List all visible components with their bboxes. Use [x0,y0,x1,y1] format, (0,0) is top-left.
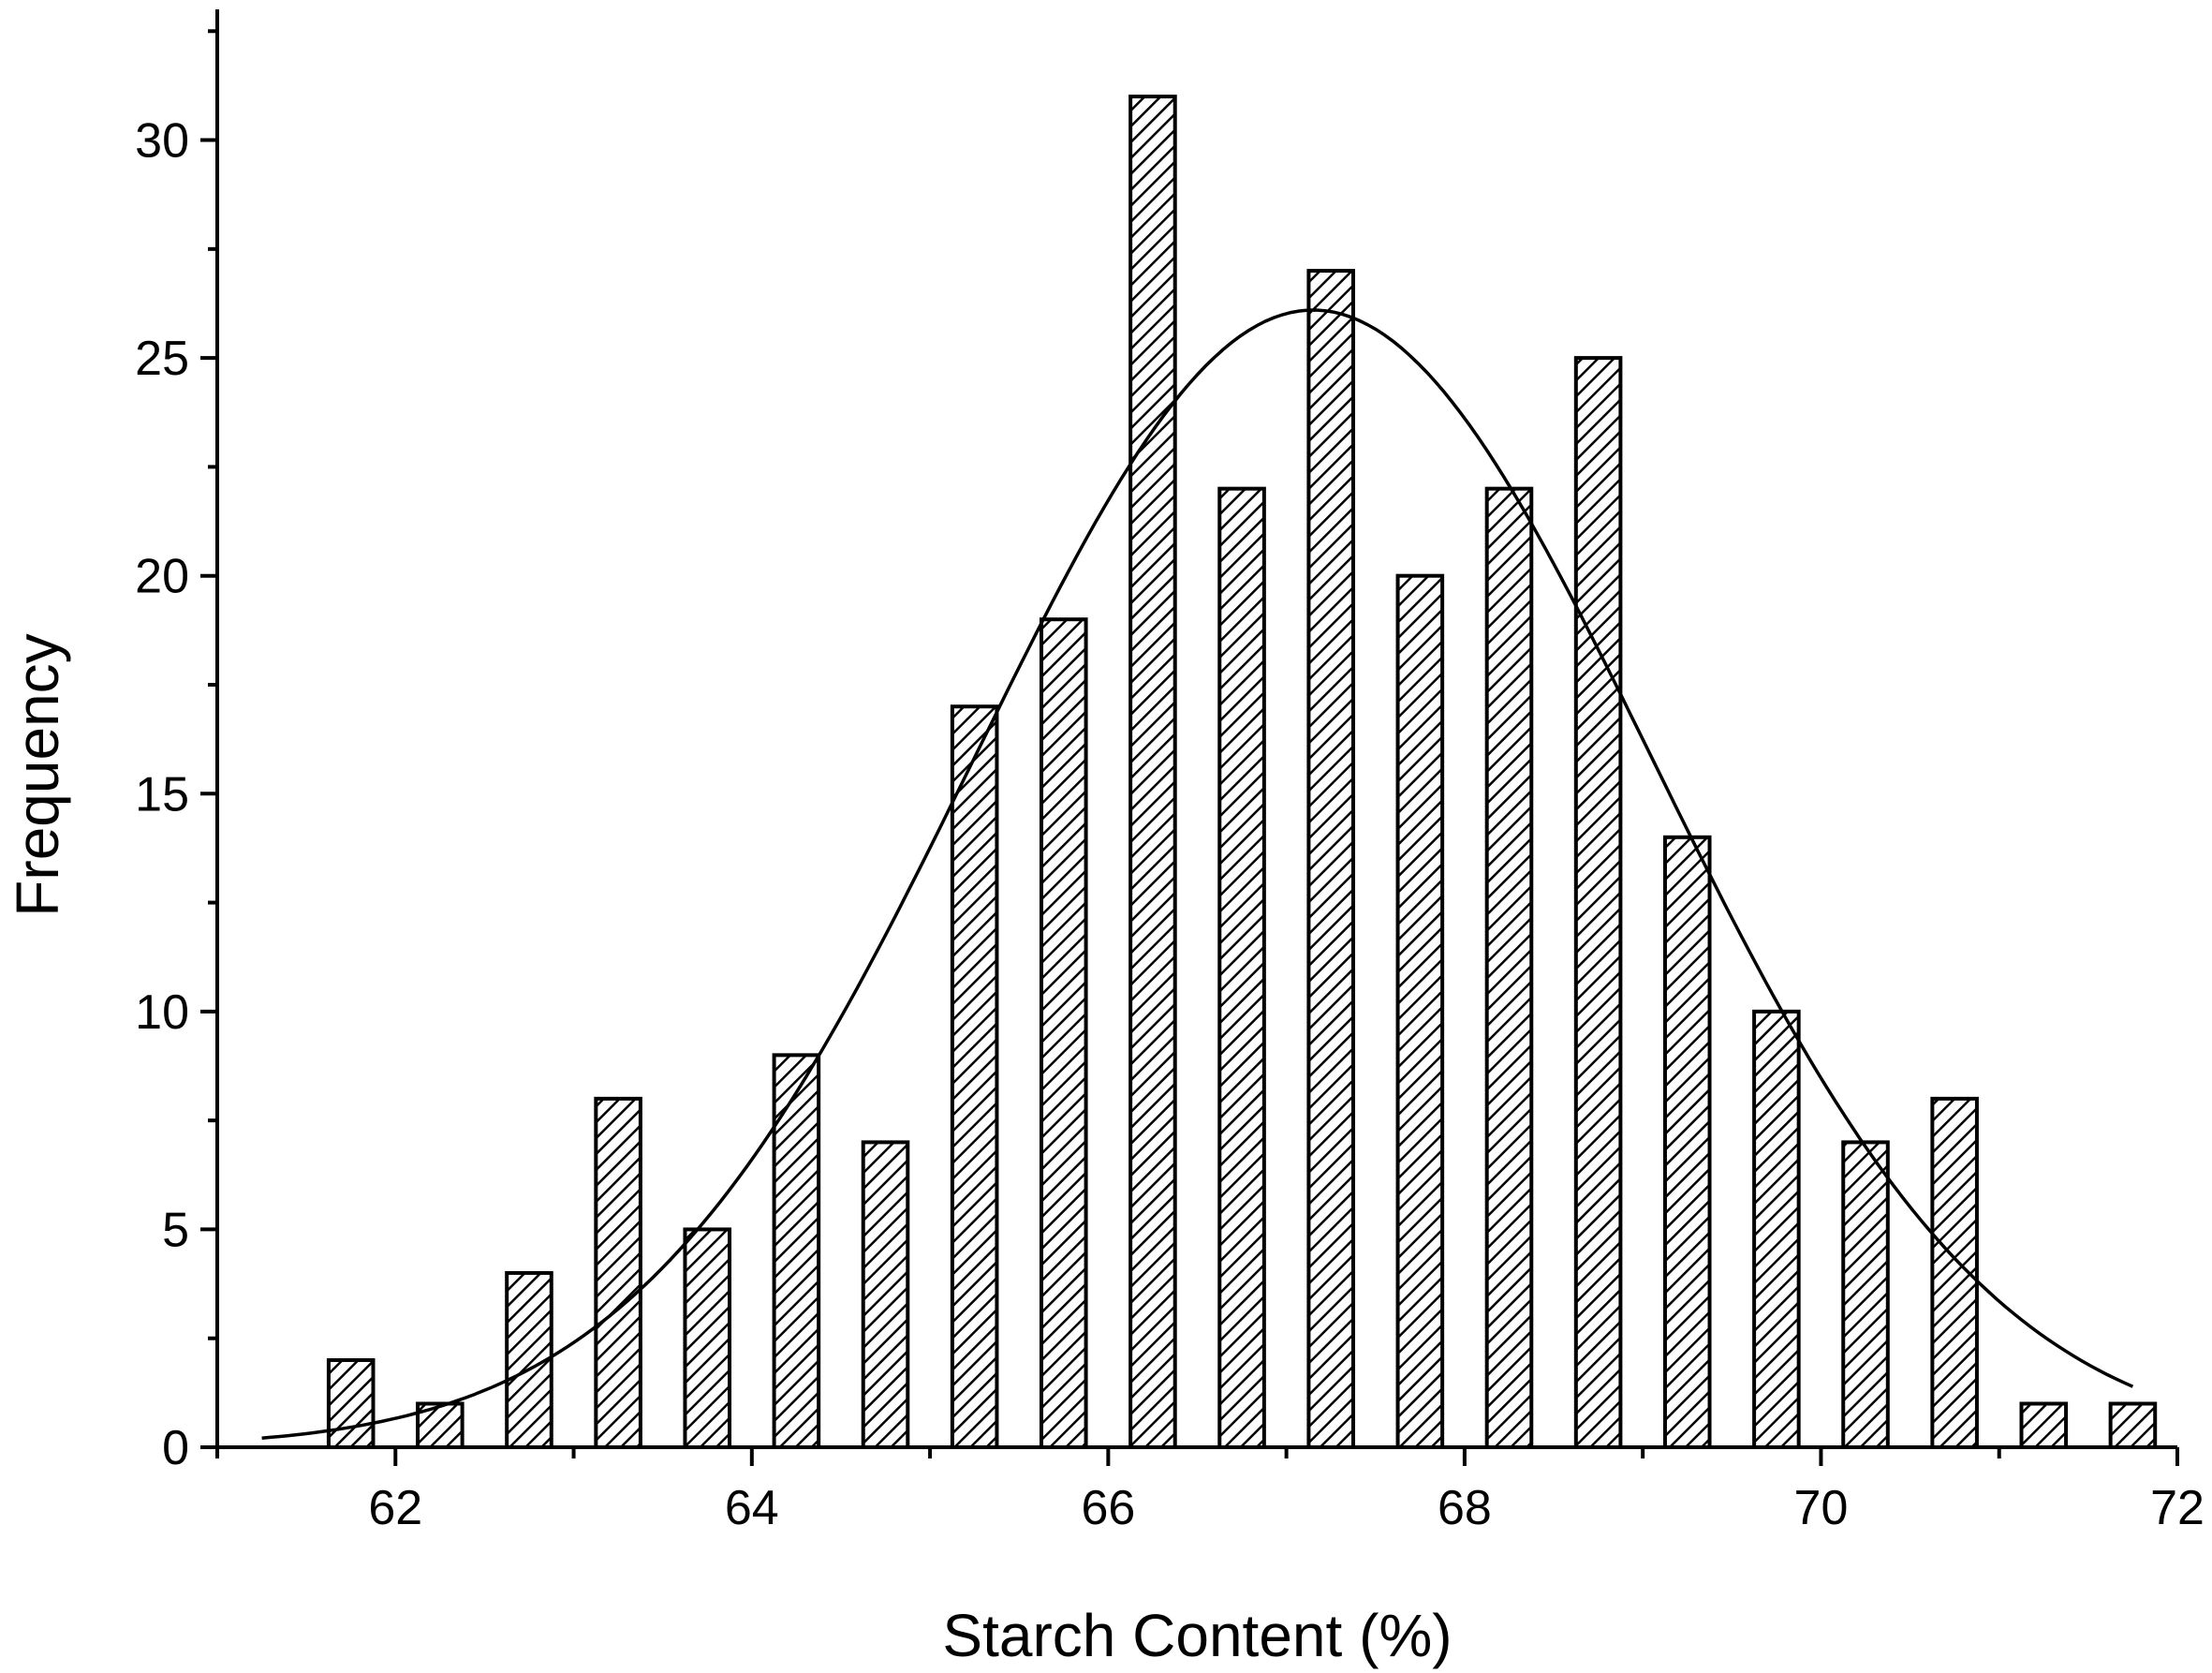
histogram-bar [2108,1401,2158,1450]
x-tick-label: 72 [2150,1481,2205,1535]
y-tick-label: 25 [135,332,189,386]
histogram-bar [1752,1009,1801,1450]
histogram-bar [1306,269,1355,1449]
normal-fit-curve [261,308,2134,1440]
x-tick-label: 68 [1438,1481,1492,1535]
histogram-bar [1128,95,1177,1450]
histogram-bar [1573,356,1623,1449]
x-tick-label: 64 [725,1481,779,1535]
y-tick-label: 20 [135,550,189,604]
histogram-bar [1841,1140,1890,1449]
histogram-bar [950,704,999,1449]
y-tick-label: 0 [162,1421,189,1475]
histogram-bar [861,1140,910,1449]
y-tick-label: 15 [135,767,189,822]
histogram-bar [1040,617,1088,1449]
histogram-bar [1395,573,1445,1449]
histogram-bars [326,95,2158,1450]
histogram-bar [1662,835,1712,1449]
histogram-bar [2019,1401,2069,1450]
x-tick-label: 66 [1081,1481,1135,1535]
x-tick-label: 62 [368,1481,422,1535]
x-axis-label: Starch Content (%) [942,1602,1452,1669]
histogram-bar [1484,486,1534,1449]
y-tick-label: 5 [162,1203,189,1257]
axes: 0 5 10 15 20 25 30 62 64 66 68 70 72 [135,9,2205,1535]
histogram-bar [326,1357,376,1450]
histogram-bar [594,1096,642,1449]
y-tick-label: 30 [135,114,189,169]
y-tick-label: 10 [135,985,189,1040]
x-tick-label: 70 [1794,1481,1849,1535]
histogram-bar [1217,486,1266,1449]
y-axis-ticks: 0 5 10 15 20 25 30 [135,29,217,1475]
x-axis-ticks: 62 64 66 68 70 72 [215,1447,2205,1535]
histogram-bar [683,1227,732,1449]
y-axis-label: Frequency [4,633,71,916]
